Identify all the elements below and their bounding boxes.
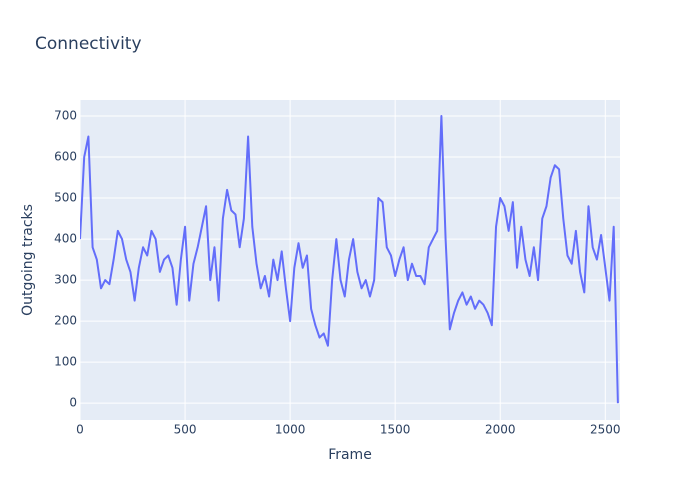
y-tick-label: 600 bbox=[54, 150, 77, 164]
x-tick-label: 0 bbox=[76, 423, 84, 437]
x-tick-label: 1500 bbox=[380, 423, 411, 437]
y-tick-label: 700 bbox=[54, 109, 77, 123]
y-tick-label: 500 bbox=[54, 191, 77, 205]
grid bbox=[79, 100, 620, 420]
chart-title: Connectivity bbox=[35, 34, 142, 54]
x-tick-label: 2500 bbox=[590, 423, 621, 437]
x-tick-label: 2000 bbox=[485, 423, 516, 437]
y-tick-label: 300 bbox=[54, 273, 77, 287]
x-tick-label: 500 bbox=[174, 423, 197, 437]
y-tick-label: 200 bbox=[54, 314, 77, 328]
x-tick-label: 1000 bbox=[275, 423, 306, 437]
data-line bbox=[80, 115, 619, 404]
y-tick-label: 0 bbox=[69, 396, 77, 410]
y-axis-title: Outgoing tracks bbox=[20, 204, 36, 316]
x-axis-title: Frame bbox=[328, 447, 372, 463]
y-tick-label: 400 bbox=[54, 232, 77, 246]
series bbox=[80, 115, 619, 404]
y-tick-label: 100 bbox=[54, 355, 77, 369]
